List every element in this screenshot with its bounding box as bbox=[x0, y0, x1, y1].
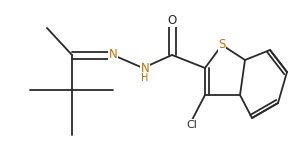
Text: O: O bbox=[167, 13, 176, 27]
Text: Cl: Cl bbox=[187, 120, 197, 130]
Text: S: S bbox=[218, 38, 226, 51]
Text: H: H bbox=[141, 73, 149, 83]
Text: N: N bbox=[141, 62, 149, 75]
Text: N: N bbox=[109, 49, 117, 62]
